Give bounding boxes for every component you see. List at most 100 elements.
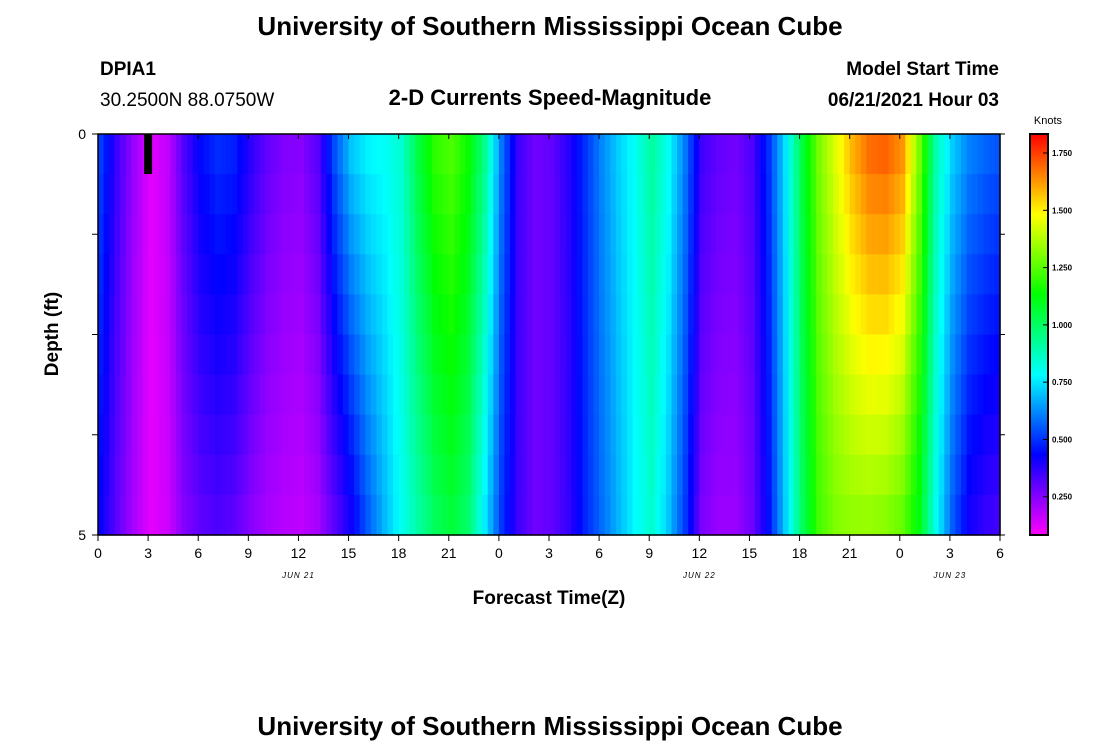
heatmap-cell bbox=[242, 214, 249, 255]
heatmap-cell bbox=[877, 254, 884, 295]
heatmap-cell bbox=[404, 414, 411, 456]
heatmap-cell bbox=[181, 494, 188, 536]
heatmap-cell bbox=[465, 334, 472, 376]
heatmap-cell bbox=[510, 374, 517, 416]
heatmap-cell bbox=[710, 294, 717, 336]
heatmap-cell bbox=[148, 414, 155, 456]
heatmap-cell bbox=[365, 174, 372, 215]
heatmap-cell bbox=[832, 414, 840, 456]
heatmap-cell bbox=[304, 294, 311, 336]
heatmap-cell bbox=[632, 414, 639, 456]
heatmap-cell bbox=[276, 174, 283, 215]
heatmap-cell bbox=[443, 334, 450, 376]
heatmap-cell bbox=[175, 134, 183, 175]
heatmap-cell bbox=[370, 454, 377, 496]
heatmap-cell bbox=[860, 174, 867, 215]
heatmap-cell bbox=[437, 214, 444, 255]
heatmap-cell bbox=[671, 134, 678, 175]
heatmap-cell bbox=[532, 374, 539, 416]
heatmap-cell bbox=[793, 294, 801, 336]
heatmap-cell bbox=[103, 374, 110, 416]
heatmap-cell bbox=[237, 334, 244, 376]
heatmap-cell bbox=[354, 294, 361, 336]
heatmap-cell bbox=[320, 494, 327, 536]
heatmap-cell bbox=[498, 454, 506, 496]
heatmap-cell bbox=[342, 454, 350, 496]
heatmap-cell bbox=[587, 294, 595, 336]
heatmap-cell bbox=[326, 494, 333, 536]
heatmap-cell bbox=[760, 174, 767, 215]
heatmap-cell bbox=[610, 454, 617, 496]
heatmap-cell bbox=[471, 334, 478, 376]
heatmap-cell bbox=[526, 214, 533, 255]
heatmap-cell bbox=[626, 214, 634, 255]
heatmap-cell bbox=[788, 214, 795, 255]
heatmap-cell bbox=[638, 134, 645, 175]
heatmap-cell bbox=[298, 454, 305, 496]
heatmap-cell bbox=[459, 334, 467, 376]
heatmap-cell bbox=[265, 214, 272, 255]
x-tick-label: 9 bbox=[645, 545, 653, 561]
heatmap-cell bbox=[287, 174, 294, 215]
heatmap-cell bbox=[560, 494, 567, 536]
heatmap-cell bbox=[220, 374, 227, 416]
heatmap-cell bbox=[125, 134, 133, 175]
heatmap-cell bbox=[131, 214, 138, 255]
heatmap-cell bbox=[459, 254, 467, 295]
heatmap-cell bbox=[526, 414, 533, 456]
heatmap-cell bbox=[387, 214, 394, 255]
heatmap-cell bbox=[292, 294, 300, 336]
heatmap-cell bbox=[988, 214, 996, 255]
heatmap-cell bbox=[682, 174, 689, 215]
heatmap-cell bbox=[916, 334, 923, 376]
heatmap-cell bbox=[883, 414, 890, 456]
heatmap-cell bbox=[682, 374, 689, 416]
heatmap-cell bbox=[554, 494, 561, 536]
heatmap-cell bbox=[465, 214, 472, 255]
heatmap-cell bbox=[420, 494, 428, 536]
heatmap-cell bbox=[120, 134, 127, 175]
heatmap-cell bbox=[287, 454, 294, 496]
heatmap-cell bbox=[226, 374, 233, 416]
heatmap-cell bbox=[877, 494, 884, 536]
heatmap-cell bbox=[498, 414, 506, 456]
heatmap-cell bbox=[487, 494, 494, 536]
heatmap-cell bbox=[259, 414, 266, 456]
heatmap-cell bbox=[214, 254, 222, 295]
heatmap-cell bbox=[677, 414, 684, 456]
x-tick-label: 6 bbox=[595, 545, 603, 561]
heatmap-cell bbox=[354, 134, 361, 175]
heatmap-cell bbox=[409, 174, 416, 215]
heatmap-cell bbox=[799, 134, 806, 175]
heatmap-cell bbox=[237, 174, 244, 215]
heatmap-cell bbox=[326, 174, 333, 215]
heatmap-cell bbox=[716, 214, 723, 255]
heatmap-cell bbox=[459, 214, 467, 255]
heatmap-cell bbox=[498, 334, 506, 376]
heatmap-cell bbox=[482, 374, 489, 416]
heatmap-cell bbox=[214, 334, 222, 376]
heatmap-cell bbox=[136, 214, 144, 255]
heatmap-cell bbox=[777, 334, 784, 376]
heatmap-cell bbox=[688, 134, 695, 175]
heatmap-cell bbox=[716, 334, 723, 376]
heatmap-cell bbox=[632, 174, 639, 215]
heatmap-cell bbox=[766, 254, 773, 295]
heatmap-cell bbox=[159, 454, 166, 496]
heatmap-cell bbox=[109, 174, 116, 215]
heatmap-cell bbox=[465, 254, 472, 295]
heatmap-cell bbox=[287, 294, 294, 336]
heatmap-cell bbox=[226, 294, 233, 336]
heatmap-cell bbox=[849, 174, 856, 215]
heatmap-cell bbox=[537, 214, 545, 255]
heatmap-cell bbox=[793, 334, 801, 376]
heatmap-cell bbox=[443, 374, 450, 416]
heatmap-cell bbox=[214, 294, 222, 336]
heatmap-cell bbox=[543, 414, 550, 456]
heatmap-cell bbox=[972, 174, 979, 215]
heatmap-cell bbox=[860, 294, 867, 336]
heatmap-cell bbox=[220, 174, 227, 215]
heatmap-cell bbox=[615, 374, 622, 416]
heatmap-cell bbox=[688, 294, 695, 336]
heatmap-cell bbox=[114, 494, 121, 536]
